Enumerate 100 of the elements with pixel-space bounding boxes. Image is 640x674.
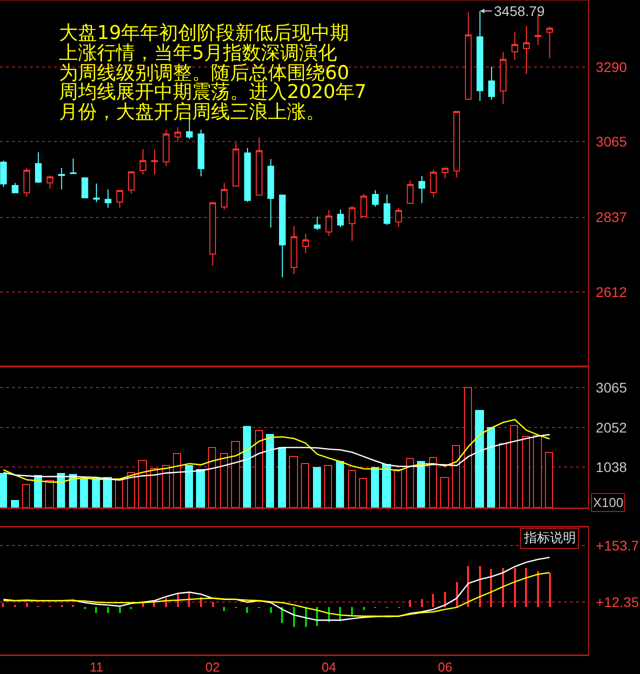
bar	[57, 473, 65, 508]
bar	[266, 434, 274, 508]
bar	[150, 468, 158, 508]
candlestick	[360, 193, 368, 218]
candlestick	[198, 129, 204, 177]
bar	[324, 465, 332, 508]
bar	[522, 436, 530, 508]
candlestick	[46, 175, 54, 190]
bar	[293, 607, 295, 627]
bar	[359, 478, 367, 508]
bar	[0, 473, 7, 508]
candlestick	[302, 233, 309, 254]
candlestick	[546, 26, 553, 59]
bar	[278, 447, 286, 508]
bar	[138, 460, 147, 508]
candlestick	[511, 32, 518, 61]
bar	[185, 465, 193, 508]
bar	[188, 593, 190, 607]
bar	[432, 594, 434, 607]
candlestick	[81, 177, 88, 198]
bar	[394, 469, 402, 508]
bar	[231, 441, 240, 508]
candlestick	[58, 167, 65, 190]
bar	[487, 427, 495, 508]
candlestick	[174, 126, 182, 142]
candlestick	[337, 208, 344, 228]
candlestick	[442, 168, 448, 179]
bar	[246, 607, 248, 613]
bar	[499, 443, 507, 508]
candlestick	[0, 160, 7, 188]
annotation: 3458.79	[494, 3, 545, 19]
y-tick-label: +153.7	[596, 537, 640, 554]
bar	[371, 467, 379, 508]
annotation: 指标说明	[523, 531, 576, 546]
bar	[475, 410, 484, 508]
candlestick	[140, 148, 146, 176]
bar	[429, 457, 437, 508]
candlestick	[523, 25, 530, 74]
line-series	[2, 434, 550, 481]
bar	[80, 478, 88, 508]
y-tick-label: 2612	[596, 284, 628, 300]
bar	[11, 500, 19, 508]
candlestick	[418, 175, 426, 204]
bar	[533, 435, 542, 508]
candlestick	[279, 194, 286, 278]
bar	[417, 461, 425, 508]
x-tick-label: 11	[90, 660, 104, 674]
candlestick	[256, 136, 262, 196]
candlestick	[384, 194, 390, 226]
candlestick	[500, 51, 507, 105]
bar	[115, 479, 123, 508]
bar	[281, 607, 283, 623]
bar	[313, 467, 321, 508]
bar	[173, 453, 181, 508]
bar	[440, 477, 449, 508]
y-tick-label: 3065	[596, 380, 628, 396]
bar	[26, 603, 28, 607]
candlestick	[232, 142, 240, 187]
candlestick	[116, 190, 124, 208]
candlestick	[23, 167, 30, 198]
candlestick	[244, 147, 251, 202]
x-tick-label: 02	[205, 660, 220, 674]
y-tick-label: 2837	[596, 209, 628, 226]
bar	[510, 425, 518, 508]
bar	[456, 582, 458, 607]
bar	[382, 464, 391, 508]
candlestick	[70, 158, 77, 174]
bar	[336, 461, 344, 508]
candlestick	[453, 110, 460, 178]
candlestick	[162, 129, 170, 167]
bar	[444, 592, 446, 607]
bar	[289, 456, 298, 508]
bar	[270, 607, 272, 613]
bar	[351, 607, 353, 615]
bar	[490, 569, 492, 607]
candlestick	[12, 182, 18, 194]
bar	[22, 484, 30, 508]
candlestick	[406, 180, 414, 204]
bar	[363, 607, 365, 610]
bar	[525, 568, 527, 607]
y-tick-label: 3290	[596, 58, 628, 75]
bar	[220, 453, 228, 508]
candlestick	[35, 152, 42, 184]
candlestick	[151, 149, 158, 176]
candlestick	[186, 119, 193, 140]
bar	[243, 426, 251, 508]
candlestick	[128, 171, 135, 194]
bar	[348, 470, 356, 508]
candlestick	[93, 183, 100, 203]
bar	[34, 475, 42, 508]
candlestick	[326, 210, 332, 236]
bar	[223, 607, 225, 611]
candlestick	[104, 188, 112, 208]
bar	[537, 571, 539, 607]
bar	[301, 463, 309, 508]
line-series	[2, 418, 550, 483]
bar	[103, 477, 112, 508]
candlestick	[348, 206, 356, 242]
bar	[549, 573, 551, 607]
x-tick-label: 06	[438, 660, 452, 674]
